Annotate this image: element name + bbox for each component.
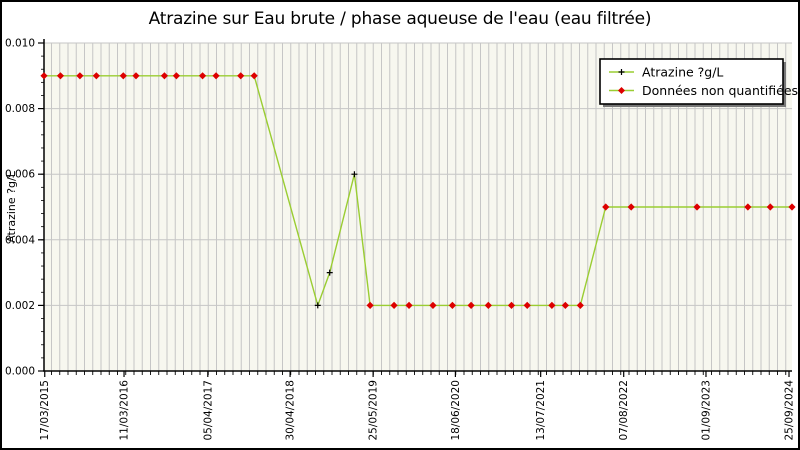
- non-quantified-point-marker: [132, 72, 140, 80]
- non-quantified-point-marker: [237, 72, 245, 80]
- non-quantified-point-marker: [627, 203, 635, 211]
- y-tick-label: 0.004: [5, 234, 35, 246]
- non-quantified-point-marker: [523, 301, 531, 309]
- non-quantified-point-marker: [119, 72, 127, 80]
- non-quantified-point-marker: [366, 301, 374, 309]
- legend-diamond-marker-icon: [618, 87, 625, 94]
- legend-label: Atrazine ?g/L: [642, 65, 723, 80]
- non-quantified-point-marker: [198, 72, 207, 80]
- non-quantified-point-marker: [602, 203, 610, 211]
- x-tick-label: 01/09/2023: [700, 380, 712, 441]
- non-quantified-point-marker: [467, 301, 475, 309]
- legend: Atrazine ?g/L Données non quantifiées: [599, 58, 798, 107]
- x-tick-label: 17/03/2015: [39, 380, 51, 441]
- non-quantified-point-marker: [484, 301, 492, 309]
- y-tick-label: 0.000: [5, 366, 35, 378]
- x-tick-label: 13/07/2021: [535, 380, 547, 441]
- x-tick-label: 11/03/2016: [119, 380, 131, 441]
- non-quantified-point-marker: [507, 301, 516, 309]
- non-quantified-point-marker: [250, 72, 258, 80]
- x-tick-label: 07/08/2022: [618, 380, 630, 441]
- x-tick-label: 25/09/2024: [784, 380, 796, 441]
- quantified-point-marker: [351, 171, 358, 178]
- non-quantified-point-marker: [788, 203, 796, 211]
- non-quantified-point-marker: [448, 301, 457, 309]
- non-quantified-point-marker: [212, 72, 220, 80]
- non-quantified-point-marker: [561, 301, 569, 309]
- non-quantified-point-marker: [429, 301, 437, 309]
- chart-title: Atrazine sur Eau brute / phase aqueuse d…: [148, 9, 652, 29]
- y-axis-title: Atrazine ?g/L: [5, 170, 18, 243]
- y-axis: 0.000 0.002 0.004 0.006 0.008 0.010: [5, 38, 44, 378]
- non-quantified-point-marker: [56, 72, 65, 80]
- non-quantified-point-marker: [172, 72, 180, 80]
- non-quantified-point-marker: [160, 72, 169, 80]
- quantified-point-marker: [314, 302, 321, 309]
- non-quantified-point-marker: [390, 301, 398, 309]
- non-quantified-point-marker: [92, 72, 100, 80]
- non-quantified-point-marker: [40, 72, 48, 80]
- non-quantified-point-marker: [693, 203, 701, 211]
- x-tick-label: 18/06/2020: [450, 380, 462, 441]
- y-tick-label: 0.006: [5, 169, 35, 181]
- non-quantified-point-marker: [548, 301, 556, 309]
- quantified-point-marker: [326, 269, 333, 276]
- x-axis: 17/03/2015 11/03/2016 05/04/2017 30/04/2018…: [39, 371, 796, 441]
- legend-label: Données non quantifiées: [642, 83, 798, 98]
- legend-box: [599, 58, 784, 105]
- non-quantified-point-marker: [766, 203, 774, 211]
- x-tick-label: 30/04/2018: [285, 380, 297, 441]
- x-tick-label: 25/05/2019: [368, 380, 380, 441]
- non-quantified-point-marker: [576, 301, 584, 309]
- data-points: [40, 72, 796, 309]
- non-quantified-point-marker: [405, 301, 413, 309]
- x-tick-label: 05/04/2017: [202, 380, 214, 441]
- y-tick-label: 0.010: [5, 38, 35, 50]
- non-quantified-point-marker: [76, 72, 84, 80]
- legend-plus-marker-icon: [618, 69, 625, 75]
- non-quantified-point-marker: [744, 203, 752, 211]
- y-tick-label: 0.008: [5, 103, 35, 115]
- y-tick-label: 0.002: [5, 300, 35, 312]
